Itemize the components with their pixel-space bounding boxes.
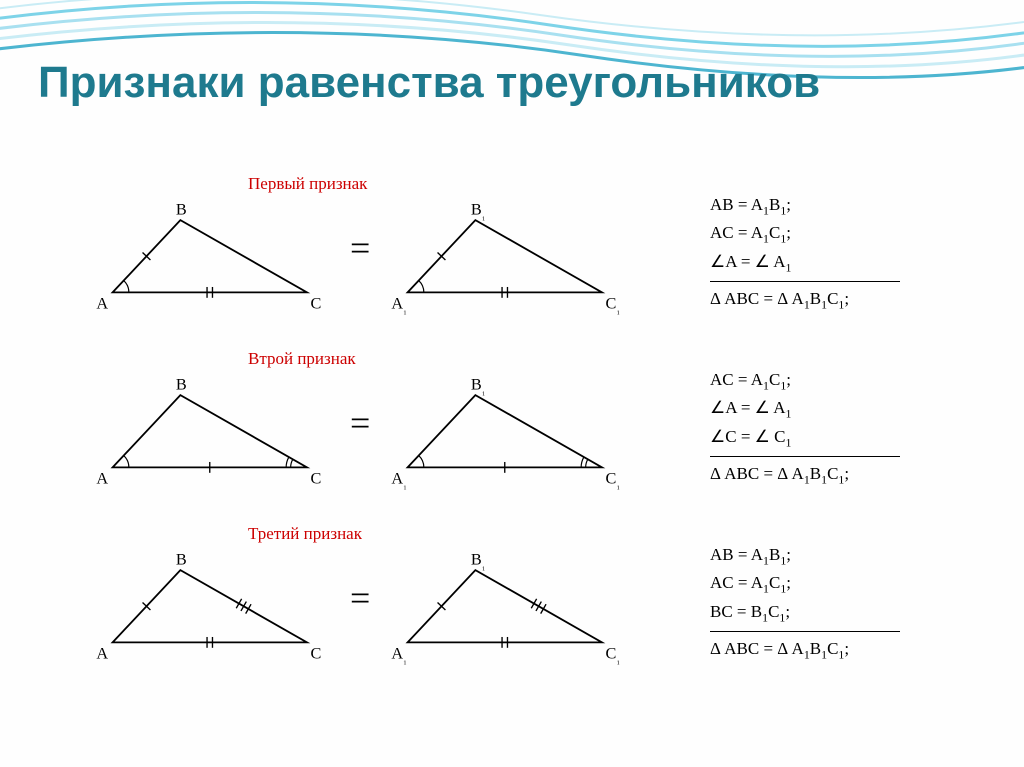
svg-text:C: C xyxy=(311,645,322,663)
svg-text:C: C xyxy=(311,295,322,313)
condition-line: ∠A = ∠ A1 xyxy=(710,395,900,423)
criterion-label: Втрой признак xyxy=(248,349,356,369)
condition-line: AC = A1C1; xyxy=(710,570,900,598)
conditions-block: AC = A1C1;∠A = ∠ A1∠C = ∠ C1 Δ ABC = Δ A1… xyxy=(710,367,900,489)
criterion-row-1: Первый признакABC=A₁B₁C₁AB = A1B1;AC = A… xyxy=(100,182,960,337)
svg-text:C₁: C₁ xyxy=(606,645,620,666)
svg-text:A: A xyxy=(96,470,108,488)
svg-text:C: C xyxy=(311,470,322,488)
conditions-block: AB = A1B1;AC = A1C1;BC = B1C1; Δ ABC = Δ … xyxy=(710,542,900,664)
svg-text:C₁: C₁ xyxy=(606,295,620,316)
criterion-label: Первый признак xyxy=(248,174,367,194)
condition-line: AC = A1C1; xyxy=(710,220,900,248)
svg-text:B: B xyxy=(176,201,187,219)
svg-text:A₁: A₁ xyxy=(391,470,407,491)
condition-line: AB = A1B1; xyxy=(710,192,900,220)
svg-text:A₁: A₁ xyxy=(391,295,407,316)
conclusion-line: Δ ABC = Δ A1B1C1; xyxy=(710,286,900,314)
svg-text:B: B xyxy=(176,551,187,569)
conclusion-line: Δ ABC = Δ A1B1C1; xyxy=(710,636,900,664)
svg-text:B₁: B₁ xyxy=(471,201,486,222)
triangle-right: A₁ B₁ C₁ xyxy=(385,371,620,501)
triangle-left: A B C xyxy=(90,196,325,326)
svg-text:B: B xyxy=(176,376,187,394)
condition-line: AC = A1C1; xyxy=(710,367,900,395)
conditions-block: AB = A1B1;AC = A1C1;∠A = ∠ A1 Δ ABC = Δ A… xyxy=(710,192,900,314)
triangle-right: A₁ B₁ C₁ xyxy=(385,546,620,676)
svg-text:A: A xyxy=(96,295,108,313)
triangle-right: A₁ B₁ C₁ xyxy=(385,196,620,326)
criterion-row-2: Втрой признакABC=A₁B₁C₁AC = A1C1;∠A = ∠ … xyxy=(100,357,960,512)
criterion-label: Третий признак xyxy=(248,524,362,544)
condition-line: AB = A1B1; xyxy=(710,542,900,570)
condition-line: ∠C = ∠ C1 xyxy=(710,424,900,452)
svg-text:A₁: A₁ xyxy=(391,645,407,666)
svg-text:C₁: C₁ xyxy=(606,470,620,491)
svg-text:A: A xyxy=(96,645,108,663)
criterion-row-3: Третий признакABC=A₁B₁C₁AB = A1B1;AC = A… xyxy=(100,532,960,687)
triangle-left: A B C xyxy=(90,371,325,501)
page-title: Признаки равенства треугольников xyxy=(38,58,820,109)
svg-text:B₁: B₁ xyxy=(471,376,486,397)
criteria-container: Первый признакABC=A₁B₁C₁AB = A1B1;AC = A… xyxy=(100,182,960,707)
condition-line: BC = B1C1; xyxy=(710,599,900,627)
equals-sign: = xyxy=(350,227,370,269)
triangle-left: A B C xyxy=(90,546,325,676)
svg-text:B₁: B₁ xyxy=(471,551,486,572)
equals-sign: = xyxy=(350,402,370,444)
equals-sign: = xyxy=(350,577,370,619)
conclusion-line: Δ ABC = Δ A1B1C1; xyxy=(710,461,900,489)
condition-line: ∠A = ∠ A1 xyxy=(710,249,900,277)
